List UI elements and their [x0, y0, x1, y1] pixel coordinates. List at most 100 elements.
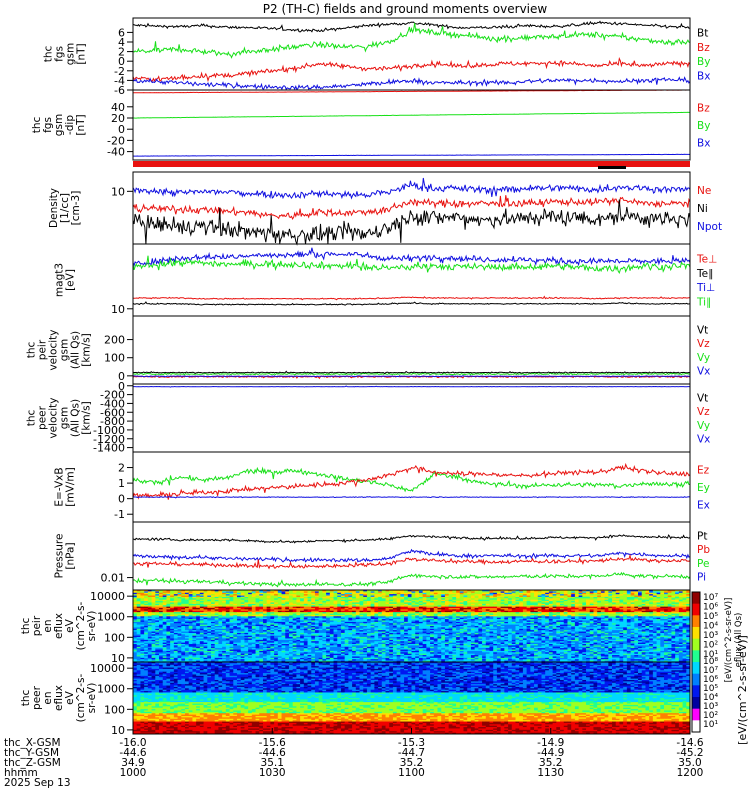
series-Bt-line: [132, 20, 691, 33]
x-axis-value: -15.3: [398, 737, 425, 749]
series-Pt-line: [132, 534, 691, 544]
legend-Pe: Pe: [697, 558, 709, 570]
colorbar-tick-lower: 10¹: [703, 720, 718, 730]
x-axis-value: -45.2: [676, 747, 703, 759]
x-axis-row-label: thc_Y-GSM: [4, 747, 59, 759]
y-tick-label: -400: [100, 397, 125, 410]
series-Ti-line: [132, 247, 691, 267]
series-Ni-line: [132, 199, 691, 246]
y-axis-label: (All Qs): [70, 399, 82, 437]
y-axis-label: gsm: [59, 407, 71, 429]
y-axis-label: thc: [20, 618, 32, 635]
x-axis-value: -14.9: [537, 737, 564, 749]
x-axis-row-label: hhmm: [4, 767, 38, 779]
y-axis-label: [eV]: [65, 269, 77, 291]
y-axis-label: thc: [31, 117, 43, 134]
series-Npot-line: [132, 177, 691, 200]
y-tick-label: 40: [111, 101, 125, 114]
series-Ez-line: [132, 462, 691, 500]
y-tick-label: 0: [118, 370, 125, 383]
legend-Ti: Ti⊥: [696, 282, 715, 294]
y-axis-label: [km/s]: [81, 333, 93, 367]
y-tick-label: 1000: [97, 683, 125, 696]
legend-By: By: [697, 120, 710, 132]
colorbar-tick-upper: 10⁶: [703, 603, 718, 613]
x-axis-value: -44.6: [259, 747, 286, 759]
series-By-line: [132, 22, 691, 59]
series-Te-line: [132, 301, 690, 306]
legend-Ez: Ez: [697, 465, 710, 477]
series-Ex-line: [132, 496, 691, 499]
y-tick-label: 100: [104, 631, 125, 644]
y-tick-label: 0: [118, 380, 125, 393]
y-axis-label: -dip: [64, 115, 76, 135]
y-axis-label: en: [42, 691, 54, 704]
y-tick-label: -800: [100, 415, 125, 428]
y-tick-label: 0: [118, 493, 125, 506]
colorbar-frame: [691, 591, 701, 733]
x-axis-value: 1200: [677, 767, 704, 779]
legend-Ti: Ti∥: [696, 297, 711, 309]
legend-Ne: Ne: [697, 185, 711, 197]
colorbar-tick-lower: 10⁶: [703, 675, 718, 685]
y-tick-label: 100: [104, 703, 125, 716]
x-axis-value: 35.2: [539, 757, 562, 769]
y-tick-label: 10000: [90, 662, 125, 675]
y-tick-label: -4: [114, 74, 125, 87]
colorbar-tick-upper: 10¹: [703, 650, 718, 660]
y-axis-label: thc: [43, 46, 55, 63]
y-tick-label: 10000: [90, 590, 125, 603]
legend-Te: Te∥: [696, 268, 713, 280]
y-axis-label: eV: [64, 618, 76, 632]
legend-Vt: Vt: [697, 325, 708, 337]
plot-title: P2 (TH-C) fields and ground moments over…: [263, 2, 548, 16]
colorbar-tick-lower: 10²: [703, 711, 718, 721]
y-axis-label: [cm-3]: [70, 191, 82, 226]
legend-Vx: Vx: [697, 433, 710, 445]
y-tick-label: 6: [118, 26, 125, 39]
series-By-line: [133, 111, 690, 119]
y-tick-label: -2: [114, 65, 125, 78]
x-axis-row-label: thc_Z-GSM: [4, 757, 61, 769]
series-Ti-line: [132, 255, 691, 275]
colorbar-tick-upper: 10⁴: [703, 622, 718, 632]
y-axis-label: sr-eV): [86, 611, 98, 642]
y-axis-label: eflux: [53, 613, 65, 639]
colorbar-segment: [692, 592, 700, 605]
y-axis-label: fgs: [54, 46, 66, 62]
x-axis-date: 2025 Sep 13: [4, 777, 71, 789]
x-axis-value: 35.1: [261, 757, 284, 769]
x-axis-value: -44.6: [119, 747, 146, 759]
y-tick-label: 2: [118, 462, 125, 475]
y-tick-label: 2: [118, 46, 125, 59]
x-axis-value: 1100: [398, 767, 425, 779]
colorbar-tick-lower: 10⁸: [703, 657, 718, 667]
panel-3: 10 Ne Ni Npot Density [1/cc] [cm-3]: [48, 171, 722, 246]
panel-frame: [132, 521, 691, 591]
y-tick-label: 10: [111, 185, 125, 198]
y-axis-label: [nPa]: [65, 542, 77, 569]
colorbar-segment: [692, 697, 700, 710]
legend-Bt: Bt: [697, 27, 708, 39]
y-axis-label: gsm: [65, 43, 77, 65]
series-Vx-line: [133, 385, 690, 388]
colorbar-segment: [692, 673, 700, 686]
series-Ey-line: [132, 466, 691, 493]
colorbar-tick-lower: 10⁵: [703, 684, 718, 694]
y-axis-label: thc: [26, 342, 38, 359]
y-tick-label: 1: [118, 477, 125, 490]
colorbar-segment: [692, 603, 700, 616]
legend-Bx: Bx: [697, 138, 710, 150]
y-tick-label: 1000: [97, 611, 125, 624]
colorbar-title-upper: [eV/(cm^2-s-sr-eV)]: [724, 598, 734, 683]
series-Bz-line: [132, 56, 691, 83]
x-axis-value: 34.9: [121, 757, 144, 769]
series-Pi-line: [132, 548, 691, 563]
y-axis-label: [km/s]: [81, 401, 93, 435]
y-tick-label: -40: [107, 146, 125, 159]
y-tick-label: 200: [104, 334, 125, 347]
y-axis-label: en: [42, 619, 54, 632]
